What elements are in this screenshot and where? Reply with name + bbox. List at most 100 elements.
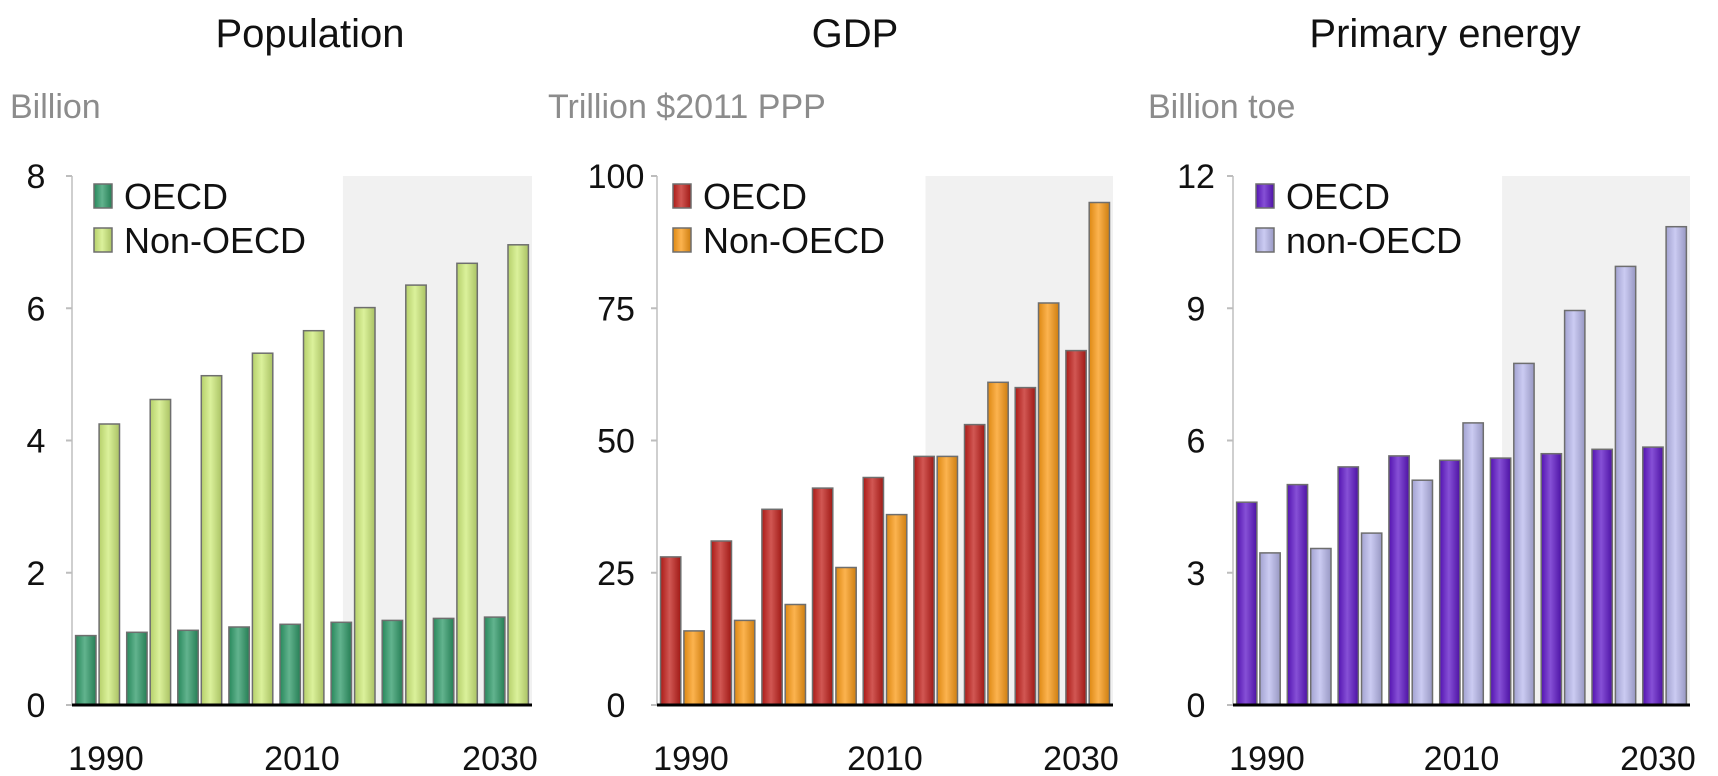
chart-title: Primary energy [1309,12,1580,56]
chart-title: Population [215,12,404,56]
legend-swatch-oecd [1255,183,1275,209]
legend-swatch-non-oecd [1255,227,1275,253]
bar-oecd-2005 [1388,455,1410,706]
bar-oecd-1995 [125,631,148,706]
x-tick-label: 2010 [847,740,923,776]
bar-oecd-2020 [381,619,404,706]
bar-non-oecd-2015 [1513,362,1535,706]
bar-oecd-2005 [228,626,251,706]
legend-swatch-oecd [672,183,692,209]
y-tick-label: 6 [1187,423,1206,461]
bar-non-oecd-2020 [405,284,427,706]
bar-non-oecd-2010 [1462,422,1485,706]
bar-non-oecd-1990 [683,630,705,706]
x-tick-label: 2030 [1043,740,1119,776]
bar-oecd-2030 [1065,349,1087,706]
x-tick-label: 2010 [264,740,340,776]
bar-non-oecd-2015 [936,455,959,706]
bar-oecd-1990 [659,556,682,706]
legend-label-oecd: OECD [1286,176,1390,217]
bar-non-oecd-2025 [1037,302,1060,706]
y-tick-label: 9 [1187,290,1206,328]
bar-non-oecd-2015 [353,306,376,706]
bar-oecd-2010 [862,476,885,706]
bar-non-oecd-2005 [1411,479,1434,706]
bar-non-oecd-1990 [98,423,121,706]
legend-swatch-non-oecd [672,227,692,253]
y-tick-label: 0 [607,687,626,725]
x-tick-label: 2030 [1620,740,1696,776]
x-tick-label: 1990 [1229,740,1305,776]
bar-non-oecd-2030 [507,244,530,706]
bar-oecd-2025 [1014,386,1037,706]
unit-label: Billion toe [1148,88,1295,126]
bar-oecd-2010 [1438,459,1461,706]
x-tick-label: 2010 [1424,740,1500,776]
bar-oecd-1995 [1286,483,1309,706]
bar-non-oecd-2030 [1088,201,1111,706]
legend-label-oecd: OECD [703,176,807,217]
bar-oecd-2025 [1591,448,1614,706]
panel-gdp: GDP Trillion $2011 PPP 0 25 50 75 100 1990 201… [548,12,1119,776]
bar-oecd-1990 [74,634,97,706]
bar-oecd-2000 [177,629,199,706]
bar-non-oecd-1995 [149,398,172,706]
legend-label-non-oecd: Non-OECD [124,220,306,261]
bar-non-oecd-2025 [1614,265,1637,706]
bar-oecd-2020 [1540,452,1563,706]
bar-non-oecd-2020 [987,381,1009,706]
bar-non-oecd-2000 [1360,532,1383,706]
y-tick-label: 6 [27,290,46,328]
bar-non-oecd-2020 [1563,309,1586,706]
unit-label: Billion [10,88,101,126]
unit-label: Trillion $2011 PPP [548,88,826,126]
bar-non-oecd-2000 [784,603,807,706]
bar-oecd-2015 [1489,457,1512,706]
y-tick-label: 25 [597,555,635,593]
bar-oecd-2025 [432,617,455,706]
bar-non-oecd-2030 [1665,225,1688,706]
bar-oecd-2015 [330,621,353,706]
y-tick-label: 3 [1187,555,1206,593]
bar-oecd-2010 [279,623,302,706]
legend-label-oecd: OECD [124,176,228,217]
bar-non-oecd-1995 [733,619,756,706]
chart-title: GDP [812,12,899,56]
bar-non-oecd-2010 [302,329,325,706]
legend-label-non-oecd: Non-OECD [703,220,885,261]
bar-non-oecd-1995 [1309,547,1332,706]
y-tick-label: 8 [27,158,46,196]
y-tick-label: 0 [27,687,46,725]
bar-oecd-2000 [761,508,783,706]
bar-non-oecd-2025 [456,262,479,706]
x-tick-label: 1990 [653,740,729,776]
bar-non-oecd-2010 [885,513,908,706]
bar-non-oecd-2005 [251,352,274,706]
x-tick-label: 2030 [462,740,538,776]
bar-oecd-2015 [913,455,935,706]
y-tick-label: 2 [27,555,46,593]
y-tick-label: 75 [597,290,635,328]
bar-oecd-1995 [710,540,733,706]
y-tick-label: 4 [27,423,46,461]
panel-population: Population Billion 0 2 4 6 8 1990 2010 2030 OECD… [10,12,538,776]
panel-primary-energy: Primary energy Billion toe 0 3 6 9 12 1990 201… [1148,12,1696,776]
y-tick-label: 12 [1177,158,1215,196]
bar-oecd-2005 [811,487,834,706]
y-tick-label: 100 [588,158,645,196]
legend-swatch-oecd [93,183,113,209]
y-tick-label: 50 [597,423,635,461]
bar-non-oecd-2005 [835,566,857,706]
legend-swatch-non-oecd [93,227,113,253]
bar-oecd-1990 [1235,501,1258,706]
bar-oecd-2030 [483,616,506,706]
x-tick-label: 1990 [68,740,144,776]
bar-non-oecd-2000 [200,374,223,706]
bar-oecd-2020 [963,423,986,706]
bar-non-oecd-1990 [1259,552,1281,706]
bar-oecd-2000 [1337,466,1360,706]
legend-label-non-oecd: non-OECD [1286,220,1462,261]
bar-oecd-2030 [1642,446,1664,706]
y-tick-label: 0 [1187,687,1206,725]
